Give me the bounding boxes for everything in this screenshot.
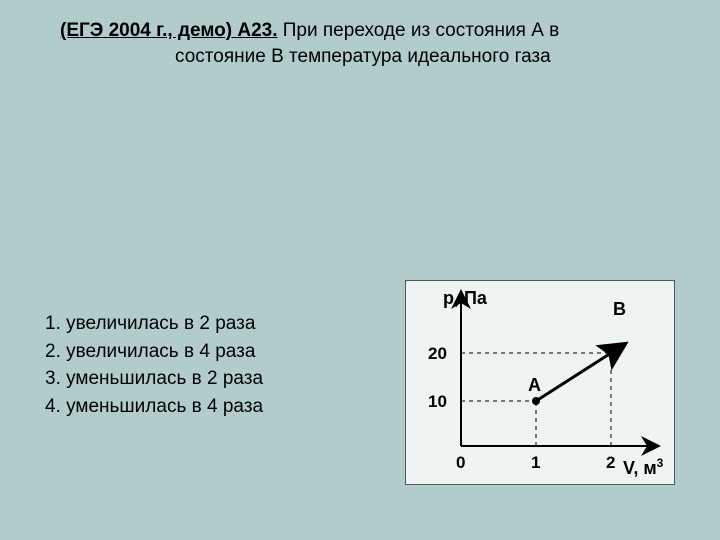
chart-svg: p, Па V, м3 0 10 20 1 2 А В	[406, 281, 674, 484]
option-2: 2. увеличилась в 4 раза	[45, 338, 263, 366]
question-line1: (ЕГЭ 2004 г., демо) А23. При переходе из…	[60, 18, 680, 44]
question-line2: состояние В температура идеального газа	[60, 44, 680, 70]
option-1: 1. увеличилась в 2 раза	[45, 310, 263, 338]
pv-chart: p, Па V, м3 0 10 20 1 2 А В	[405, 280, 675, 485]
svg-text:10: 10	[428, 392, 447, 411]
question-prefix: (ЕГЭ 2004 г., демо) А23.	[60, 20, 278, 41]
svg-text:p, Па: p, Па	[443, 288, 488, 308]
option-3: 3. уменьшилась в 2 раза	[45, 365, 263, 393]
svg-text:В: В	[613, 299, 626, 319]
svg-text:20: 20	[428, 344, 447, 363]
svg-text:1: 1	[531, 453, 540, 472]
svg-text:0: 0	[456, 453, 465, 472]
question-line1-rest: При переходе из состояния А в	[278, 20, 560, 41]
svg-text:2: 2	[606, 453, 615, 472]
option-4: 4. уменьшилась в 4 раза	[45, 393, 263, 421]
answer-options: 1. увеличилась в 2 раза 2. увеличилась в…	[45, 310, 263, 420]
svg-text:А: А	[528, 375, 541, 395]
question-block: (ЕГЭ 2004 г., демо) А23. При переходе из…	[60, 18, 680, 69]
svg-text:V, м3: V, м3	[623, 456, 664, 478]
